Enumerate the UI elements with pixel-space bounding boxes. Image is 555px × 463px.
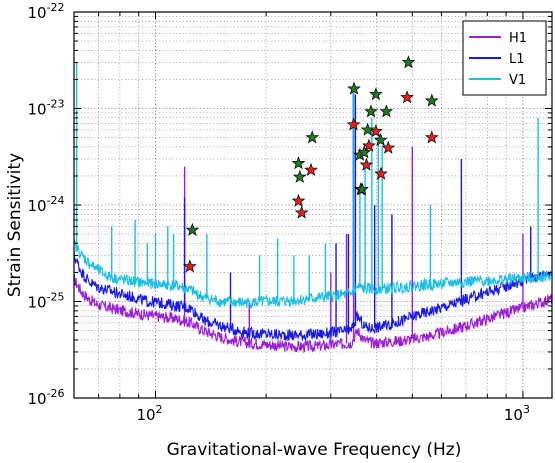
series-line-H1 bbox=[74, 274, 552, 354]
star-marker-green bbox=[401, 55, 416, 69]
legend-label-H1: H1 bbox=[509, 31, 527, 46]
star-marker-green bbox=[292, 169, 307, 183]
y-axis-title: Strain Sensitivity bbox=[5, 153, 25, 297]
x-tick-label: 103 bbox=[504, 403, 530, 424]
star-marker-red bbox=[381, 140, 396, 154]
legend: H1 L1 V1 bbox=[462, 20, 547, 96]
star-marker-green bbox=[379, 104, 394, 118]
star-marker-red bbox=[359, 157, 374, 171]
y-tick-label: 10-25 bbox=[27, 291, 64, 312]
legend-label-L1: L1 bbox=[509, 52, 525, 67]
x-axis-title: Gravitational-wave Frequency (Hz) bbox=[167, 440, 462, 460]
star-marker-green bbox=[360, 122, 375, 136]
x-tick-label: 102 bbox=[136, 403, 162, 424]
star-marker-green bbox=[364, 104, 378, 118]
y-tick-label: 10-23 bbox=[27, 98, 64, 119]
star-marker-red bbox=[424, 130, 439, 144]
legend-label-V1: V1 bbox=[509, 73, 526, 88]
star-marker-red bbox=[362, 138, 376, 152]
y-tick-label: 10-24 bbox=[27, 194, 64, 215]
plot-area bbox=[74, 62, 552, 354]
star-marker-green bbox=[305, 130, 320, 144]
star-marker-green bbox=[355, 182, 369, 196]
series-line-V1 bbox=[74, 238, 552, 309]
star-marker-green bbox=[185, 222, 200, 236]
y-tick-label: 10-22 bbox=[27, 1, 64, 22]
star-marker-red bbox=[291, 193, 306, 207]
star-marker-green bbox=[373, 132, 388, 146]
star-marker-green bbox=[291, 156, 306, 170]
series-line-L1 bbox=[74, 250, 552, 342]
star-marker-red bbox=[374, 166, 388, 180]
star-marker-green bbox=[369, 87, 383, 101]
star-marker-red bbox=[294, 205, 309, 219]
star-marker-red bbox=[304, 162, 318, 176]
star-marker-red bbox=[346, 117, 361, 131]
star-marker-green bbox=[424, 93, 439, 107]
star-marker-red bbox=[400, 90, 414, 104]
star-marker-green bbox=[357, 145, 372, 159]
y-tick-label: 10-26 bbox=[27, 387, 64, 408]
star-marker-red bbox=[182, 259, 197, 273]
axis-ticks bbox=[73, 12, 552, 399]
star-marker-green bbox=[347, 81, 361, 95]
